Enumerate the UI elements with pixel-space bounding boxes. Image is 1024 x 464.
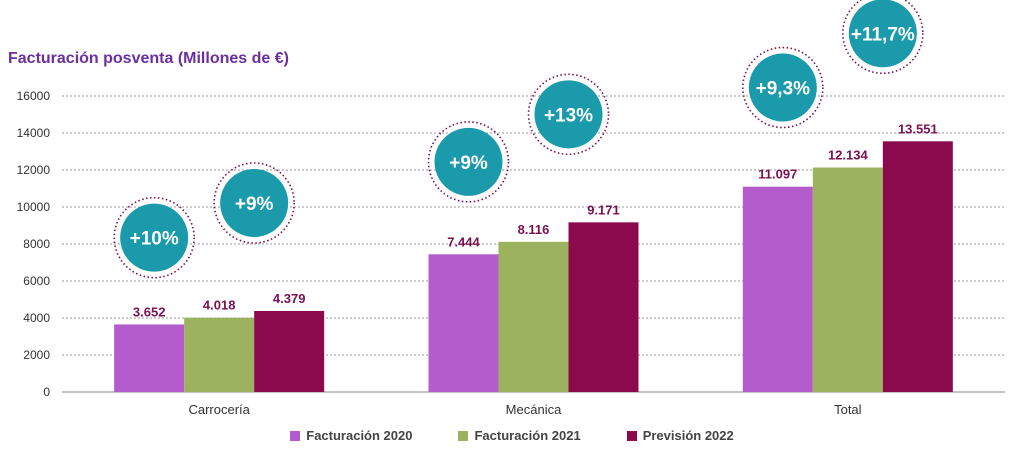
growth-badge-ring <box>527 73 610 156</box>
bar <box>812 167 883 392</box>
y-tick-label: 6000 <box>23 274 50 288</box>
growth-badge-label: +9,3% <box>756 79 811 100</box>
bar <box>114 324 185 392</box>
growth-badge <box>534 80 603 149</box>
y-tick-label: 8000 <box>23 237 50 251</box>
data-label: 11.097 <box>758 167 797 182</box>
legend-label-2021: Facturación 2021 <box>474 428 581 443</box>
x-tick-label: Carrocería <box>188 402 250 417</box>
growth-badge <box>434 127 503 196</box>
data-label: 7.444 <box>447 234 480 249</box>
legend-swatch-2021 <box>458 430 469 441</box>
y-tick-label: 14000 <box>17 126 51 140</box>
legend-swatch-2022 <box>626 430 637 441</box>
bar <box>742 186 813 392</box>
growth-badge-ring <box>213 162 295 244</box>
y-tick-label: 16000 <box>17 89 51 103</box>
growth-badge-ring <box>742 46 824 129</box>
bar <box>498 241 569 392</box>
growth-badge <box>848 0 917 68</box>
growth-badge-label: +9% <box>235 194 274 215</box>
data-label: 12.134 <box>828 148 869 163</box>
growth-badge-ring <box>427 121 510 203</box>
growth-badge-label: +10% <box>130 229 179 250</box>
x-tick-label: Mecánica <box>506 402 562 417</box>
bar <box>568 222 639 392</box>
y-tick-label: 2000 <box>23 348 50 362</box>
y-tick-label: 4000 <box>23 311 50 325</box>
data-label: 9.171 <box>587 202 620 217</box>
legend: Facturación 2020 Facturación 2021 Previs… <box>0 428 1024 443</box>
y-tick-label: 10000 <box>17 200 51 214</box>
growth-badge-ring <box>113 196 195 279</box>
data-label: 13.551 <box>898 121 938 136</box>
y-tick-label: 0 <box>43 385 50 399</box>
legend-label-2022: Previsión 2022 <box>642 428 734 443</box>
data-label: 4.379 <box>273 291 306 306</box>
growth-badge-ring <box>842 0 924 75</box>
growth-badge-label: +13% <box>544 105 593 126</box>
growth-badge-label: +11,7% <box>851 24 915 45</box>
legend-item-2021: Facturación 2021 <box>458 428 581 443</box>
growth-badge <box>748 53 817 122</box>
bar <box>184 317 255 392</box>
growth-badge <box>220 168 289 237</box>
bar <box>254 310 325 392</box>
data-label: 4.018 <box>203 298 236 313</box>
y-tick-label: 12000 <box>17 163 51 177</box>
x-tick-label: Total <box>834 402 862 417</box>
growth-badge <box>120 203 189 272</box>
chart-title: Facturación posventa (Millones de €) <box>8 50 289 67</box>
data-label: 8.116 <box>518 222 550 237</box>
bar <box>428 254 499 392</box>
legend-item-2022: Previsión 2022 <box>626 428 734 443</box>
growth-badge-label: +9% <box>449 153 488 174</box>
legend-item-2020: Facturación 2020 <box>290 428 412 443</box>
legend-swatch-2020 <box>290 430 301 441</box>
bar <box>882 141 953 392</box>
data-label: 3.652 <box>133 304 166 319</box>
legend-label-2020: Facturación 2020 <box>306 428 413 443</box>
